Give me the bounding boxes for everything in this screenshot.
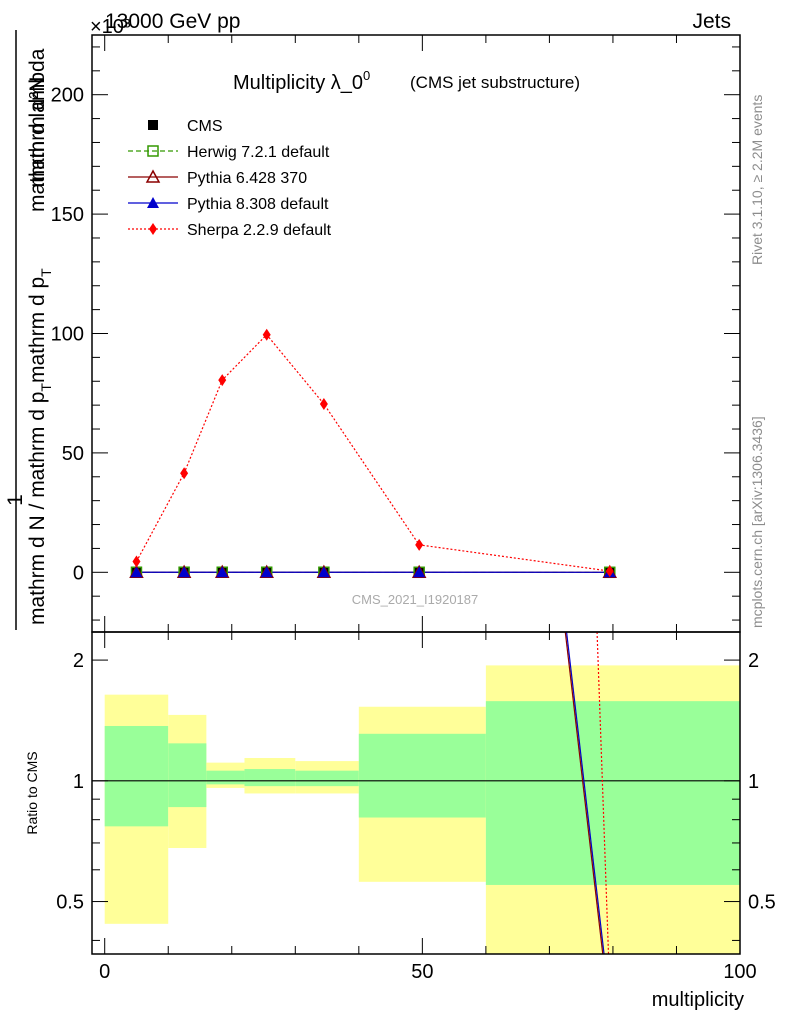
legend-entry-sherpa: Sherpa 2.2.9 default (128, 222, 332, 239)
ratio-y-axis-title: Ratio to CMS (24, 751, 40, 834)
y-title-denominator-tail: mathrm d lambda (26, 48, 49, 212)
legend-label-pythia6: Pythia 6.428 370 (187, 170, 307, 187)
y-tick-label: 100 (51, 324, 84, 346)
legend-label-pythia8: Pythia 8.308 default (187, 196, 329, 213)
data-point-pythia8 (178, 566, 191, 578)
data-point-pythia8 (317, 566, 330, 578)
plot-title-sup: 0 (363, 68, 370, 83)
plot-subtitle: (CMS jet substructure) (410, 73, 580, 92)
legend-marker-herwig (147, 145, 159, 157)
legend-label-herwig: Herwig 7.2.1 default (187, 144, 330, 161)
legend-marker-pythia6 (145, 169, 161, 183)
energy-label: 13000 GeV pp (105, 10, 240, 33)
legend-marker-cms (148, 120, 158, 130)
ratio-line-sherpa (596, 631, 610, 955)
ratio-y-tick-label-left: 1 (73, 771, 84, 793)
data-point-sherpa (180, 467, 189, 480)
y-title-sub-t2: T (38, 268, 54, 277)
x-tick-label: 50 (411, 961, 433, 983)
y-tick-label: 150 (51, 204, 84, 226)
data-point-sherpa (415, 538, 424, 551)
ratio-y-tick-label-right: 1 (748, 771, 759, 793)
ratio-y-tick-label-right: 0.5 (748, 892, 776, 914)
main-series-lines (135, 333, 610, 573)
watermark: CMS_2021_I1920187 (352, 592, 479, 607)
data-point-pythia8 (130, 566, 143, 578)
process-label: Jets (692, 10, 731, 33)
y-tick-label: 200 (51, 85, 84, 107)
ratio-band-inner (295, 770, 359, 787)
data-point-pythia8 (216, 566, 229, 578)
ratio-series-lines (564, 631, 610, 955)
x-axis-title: multiplicity (652, 989, 744, 1011)
legend-marker-pythia8 (147, 197, 159, 208)
ratio-band-inner (168, 743, 207, 808)
ratio-band-inner (485, 701, 740, 885)
data-point-pythia8 (413, 566, 426, 578)
ratio-band-inner (244, 769, 296, 787)
y-title-numerator-a: mathrm d²N (26, 77, 49, 188)
ratio-line-pythia8 (565, 631, 605, 955)
ratio-band-inner (358, 733, 486, 818)
y-title-den-line1: mathrm d N / mathrm d p (26, 392, 49, 625)
data-point-sherpa (605, 565, 614, 578)
data-point-sherpa (262, 328, 271, 341)
ratio-y-tick-label-left: 2 (73, 650, 84, 672)
y-title-denominator: mathrm d N / mathrm d pTmathrm d pT (26, 268, 54, 625)
main-y-axis-title: 1 mathrm d²N mathrm d lambda mathrm d N … (4, 30, 54, 630)
ratio-plot: 0.5 0.5 1 1 2 2 0 50 100 (56, 631, 776, 983)
ratio-y-tick-label-right: 2 (748, 650, 759, 672)
data-point-pythia8 (260, 566, 273, 578)
legend: CMS Herwig 7.2.1 default Pythia 6.428 370 P… (128, 118, 332, 239)
main-axis-ticks: 0 50 100 150 200 (51, 35, 741, 632)
plot-title: Multiplicity λ_00 (233, 68, 370, 94)
x-tick-label: 0 (99, 961, 110, 983)
y-tick-label: 50 (62, 443, 84, 465)
ratio-axis-ticks: 0.5 0.5 1 1 2 2 0 50 100 (56, 632, 776, 983)
data-point-sherpa (319, 397, 328, 410)
legend-entry-pythia8: Pythia 8.308 default (128, 196, 329, 213)
legend-entry-herwig: Herwig 7.2.1 default (128, 144, 330, 161)
series-line-sherpa (135, 333, 610, 572)
main-series-markers (129, 328, 618, 579)
ratio-band-inner (206, 770, 245, 785)
data-point-sherpa (132, 555, 141, 568)
exponent-label: ×10³ (90, 16, 131, 38)
y-title-den-line2: mathrm d p (26, 277, 49, 383)
legend-marker-sherpa (149, 223, 157, 235)
ratio-band-inner (104, 725, 169, 827)
data-point-sherpa (218, 374, 227, 387)
ratio-y-tick-label-left: 0.5 (56, 892, 84, 914)
ratio-line-pythia6 (564, 631, 604, 955)
y-tick-label: 0 (73, 562, 84, 584)
legend-label-sherpa: Sherpa 2.2.9 default (187, 222, 332, 239)
x-tick-label: 100 (723, 961, 756, 983)
mcplots-label: mcplots.cern.ch [arXiv:1306.3436] (749, 416, 765, 628)
rivet-version-label: Rivet 3.1.10, ≥ 2.2M events (749, 95, 765, 265)
legend-entry-pythia6: Pythia 6.428 370 (128, 169, 307, 187)
legend-label-cms: CMS (187, 118, 223, 135)
y-title-numerator: mathrm d²N (26, 77, 49, 188)
y-title-sub-t1: T (38, 383, 54, 392)
ratio-plot-frame (91, 631, 741, 955)
legend-entry-cms: CMS (148, 118, 223, 135)
plot-title-main: Multiplicity λ_0 (233, 72, 363, 94)
ratio-uncertainty-bands (104, 665, 740, 954)
